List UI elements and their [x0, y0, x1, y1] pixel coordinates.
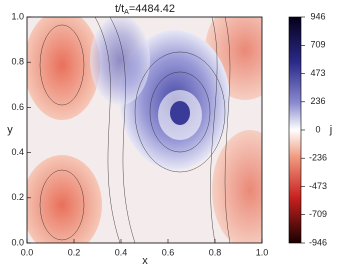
y-tick-label: 0.8 [11, 57, 24, 67]
colorbar-tick-label: 946 [310, 11, 325, 21]
field [27, 17, 262, 243]
y-tick-label: 0.0 [11, 237, 24, 247]
colorbar-tick-label: -946 [309, 237, 327, 247]
colorbar-tick-label: 709 [310, 40, 325, 50]
chart-title: t/tA=4484.42 [115, 3, 175, 16]
colorbar-tick-label: -473 [309, 181, 327, 191]
colorbar-tick-label: -709 [309, 209, 327, 219]
y-tick-label: 0.6 [11, 102, 24, 112]
x-tick-label: 1.0 [256, 247, 269, 257]
x-tick-label: 0.0 [21, 247, 34, 257]
x-tick-label: 0.6 [162, 247, 175, 257]
x-tick-label: 0.8 [209, 247, 222, 257]
y-tick-label: 0.2 [11, 192, 24, 202]
y-axis-label: y [7, 124, 13, 136]
colorbar-tick-label: 0 [315, 124, 320, 134]
y-tick-label: 0.4 [11, 147, 24, 157]
colorbar-tick-label: 473 [310, 68, 325, 78]
colorbar-label: j [329, 124, 332, 136]
colorbar-tick-label: 236 [310, 96, 325, 106]
x-tick-label: 0.4 [115, 247, 128, 257]
colorbar-tick-label: -236 [309, 153, 327, 163]
x-tick-label: 0.2 [68, 247, 81, 257]
x-axis-label: x [142, 255, 148, 267]
y-tick-label: 1.0 [11, 11, 24, 21]
